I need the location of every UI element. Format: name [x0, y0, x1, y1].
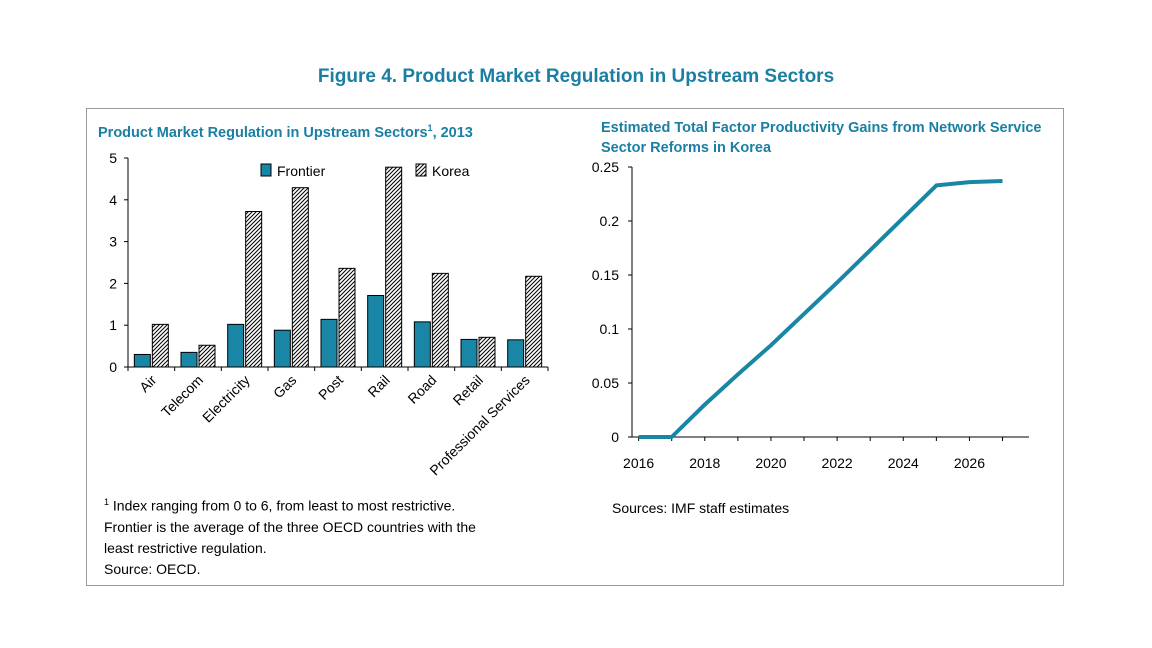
y-tick-label: 0.1: [600, 321, 620, 337]
bar-korea: [245, 211, 263, 368]
x-tick-label: Electricity: [199, 372, 253, 426]
x-tick-label: 2016: [623, 455, 654, 471]
y-tick-label: 3: [109, 234, 117, 250]
x-tick-label: Post: [315, 372, 346, 403]
bar-korea: [385, 166, 403, 368]
bar-korea: [525, 275, 543, 368]
bar-frontier: [460, 338, 478, 368]
x-tick-label: 2018: [689, 455, 720, 471]
x-tick-label: Telecom: [158, 372, 206, 420]
bar-korea: [431, 272, 449, 368]
y-tick-label: 1: [109, 317, 117, 333]
x-tick-label: 2022: [822, 455, 853, 471]
bar-frontier: [133, 353, 151, 368]
bar-frontier: [180, 351, 198, 368]
tfp-gains-line: [638, 179, 1003, 439]
legend-label-frontier: Frontier: [277, 163, 326, 179]
legend-swatch-korea: [415, 163, 427, 177]
y-tick-label: 0.25: [592, 159, 619, 175]
bar-korea: [198, 344, 216, 368]
bar-frontier: [413, 321, 431, 368]
figure-title: Figure 4. Product Market Regulation in U…: [317, 66, 835, 87]
legend-label-korea: Korea: [432, 163, 470, 179]
y-tick-label: 5: [109, 150, 117, 166]
note-line: Frontier is the average of the three OEC…: [104, 518, 476, 535]
line-chart: 0 0.05 0.1 0.15 0.2 0.25 2016 2018 2020 2022 2024 2…: [592, 159, 1029, 471]
bar-korea: [291, 187, 309, 368]
figure-frame: [86, 108, 1064, 586]
note-line: least restrictive regulation.: [104, 539, 267, 556]
right-panel-title: Estimated Total Factor Productivity Gain…: [601, 120, 1042, 156]
y-tick-label: 0: [109, 359, 117, 375]
bar-frontier: [507, 339, 525, 368]
y-tick-label: 4: [109, 192, 117, 208]
bar-korea: [151, 323, 169, 368]
x-tick-label: Road: [404, 372, 439, 407]
right-panel-source: Sources: IMF staff estimates: [612, 500, 790, 516]
x-tick-label: Gas: [270, 372, 299, 401]
y-tick-label: 0.15: [592, 267, 619, 283]
y-tick-label: 0.2: [600, 213, 620, 229]
note-line: 1 Index ranging from 0 to 6, from least …: [104, 497, 456, 514]
bar-korea: [478, 336, 496, 368]
bar-frontier: [227, 323, 245, 368]
x-tick-label: Rail: [364, 372, 392, 400]
x-tick-label: Retail: [449, 372, 486, 409]
left-panel-notes: 1 Index ranging from 0 to 6, from least …: [104, 492, 544, 580]
bar-frontier: [367, 295, 385, 368]
bar-frontier: [320, 318, 338, 368]
x-tick-label: 2026: [954, 455, 985, 471]
y-tick-label: 0.05: [592, 375, 619, 391]
x-tick-label: 2024: [888, 455, 919, 471]
y-tick-label: 0: [611, 429, 619, 445]
bar-korea: [338, 267, 356, 368]
source-line: Source: OECD.: [104, 560, 201, 577]
legend-swatch-frontier: [260, 163, 272, 177]
bar-frontier: [273, 329, 291, 368]
x-tick-label: Air: [136, 372, 160, 396]
left-panel-title: Product Market Regulation in Upstream Se…: [98, 123, 473, 141]
x-tick-label: 2020: [755, 455, 786, 471]
y-tick-label: 2: [109, 275, 117, 291]
